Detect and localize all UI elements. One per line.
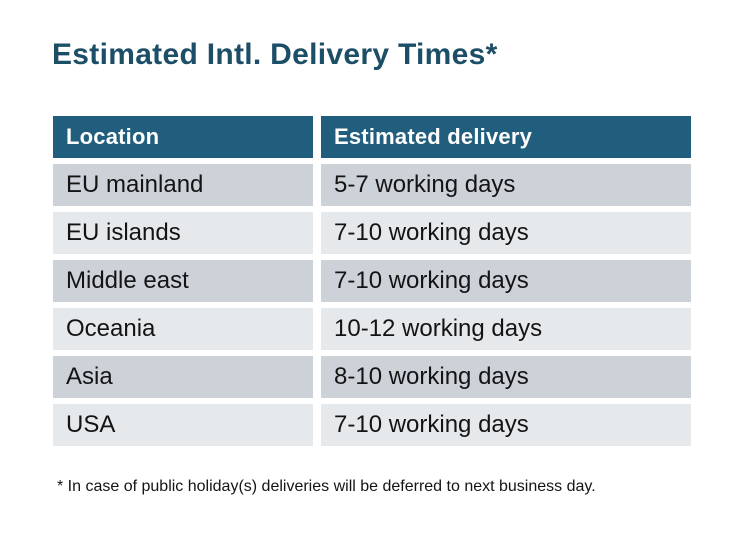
delivery-cell: 10-12 working days bbox=[321, 308, 691, 350]
delivery-cell: 8-10 working days bbox=[321, 356, 691, 398]
column-header-estimated-delivery: Estimated delivery bbox=[321, 116, 691, 158]
delivery-times-table: Location Estimated delivery EU mainland … bbox=[53, 116, 691, 446]
location-cell: EU mainland bbox=[53, 164, 313, 206]
column-header-location: Location bbox=[53, 116, 313, 158]
location-cell: Asia bbox=[53, 356, 313, 398]
footnote: * In case of public holiday(s) deliverie… bbox=[57, 478, 596, 495]
delivery-cell: 7-10 working days bbox=[321, 212, 691, 254]
delivery-cell: 5-7 working days bbox=[321, 164, 691, 206]
location-cell: Middle east bbox=[53, 260, 313, 302]
page-title: Estimated Intl. Delivery Times* bbox=[52, 38, 498, 71]
delivery-cell: 7-10 working days bbox=[321, 260, 691, 302]
location-cell: EU islands bbox=[53, 212, 313, 254]
location-cell: USA bbox=[53, 404, 313, 446]
delivery-cell: 7-10 working days bbox=[321, 404, 691, 446]
location-cell: Oceania bbox=[53, 308, 313, 350]
